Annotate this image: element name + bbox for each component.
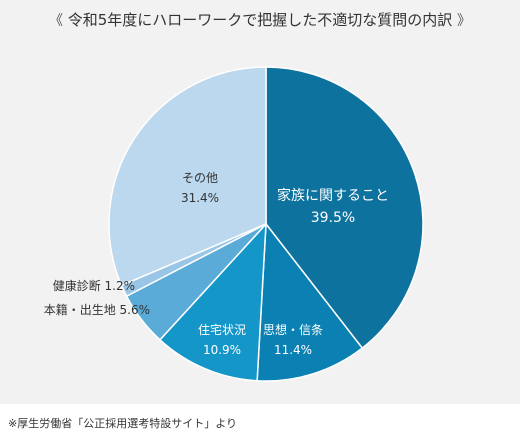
slice-label: その他 bbox=[182, 171, 218, 185]
title-bracket-left: 《 bbox=[48, 13, 63, 29]
title-bracket-right: 》 bbox=[457, 13, 472, 29]
chart-card: 《 令和5年度にハローワークで把握した不適切な質問の内訳 》 家族に関すること 3… bbox=[0, 0, 520, 404]
title-text: 令和5年度にハローワークで把握した不適切な質問の内訳 bbox=[67, 11, 453, 29]
slice-label: 本籍・出生地 5.6% bbox=[44, 302, 150, 317]
slice-value-label: 10.9% bbox=[203, 343, 241, 357]
pie-slice bbox=[265, 66, 424, 350]
slice-value-label: 11.4% bbox=[274, 343, 312, 357]
slice-label: 健康診断 1.2% bbox=[53, 278, 135, 293]
slice-value-label: 31.4% bbox=[181, 191, 219, 205]
slice-value-label: 39.5% bbox=[311, 210, 355, 226]
pie-slice bbox=[108, 66, 267, 287]
slice-label: 思想・信条 bbox=[263, 322, 323, 337]
pie-slice bbox=[158, 221, 267, 382]
slice-label: 住宅状況 bbox=[198, 322, 246, 337]
source-note: ※厚生労働省「公正採用選考特設サイト」より bbox=[8, 417, 237, 430]
pie-slice bbox=[256, 221, 364, 382]
pie-chart: 家族に関すること 39.5% 思想・信条 11.4% 住宅状況 10.9% 本籍・出生地 5… bbox=[44, 66, 424, 382]
chart-title: 《 令和5年度にハローワークで把握した不適切な質問の内訳 》 bbox=[0, 9, 520, 30]
slice-label: 家族に関すること bbox=[277, 187, 389, 204]
